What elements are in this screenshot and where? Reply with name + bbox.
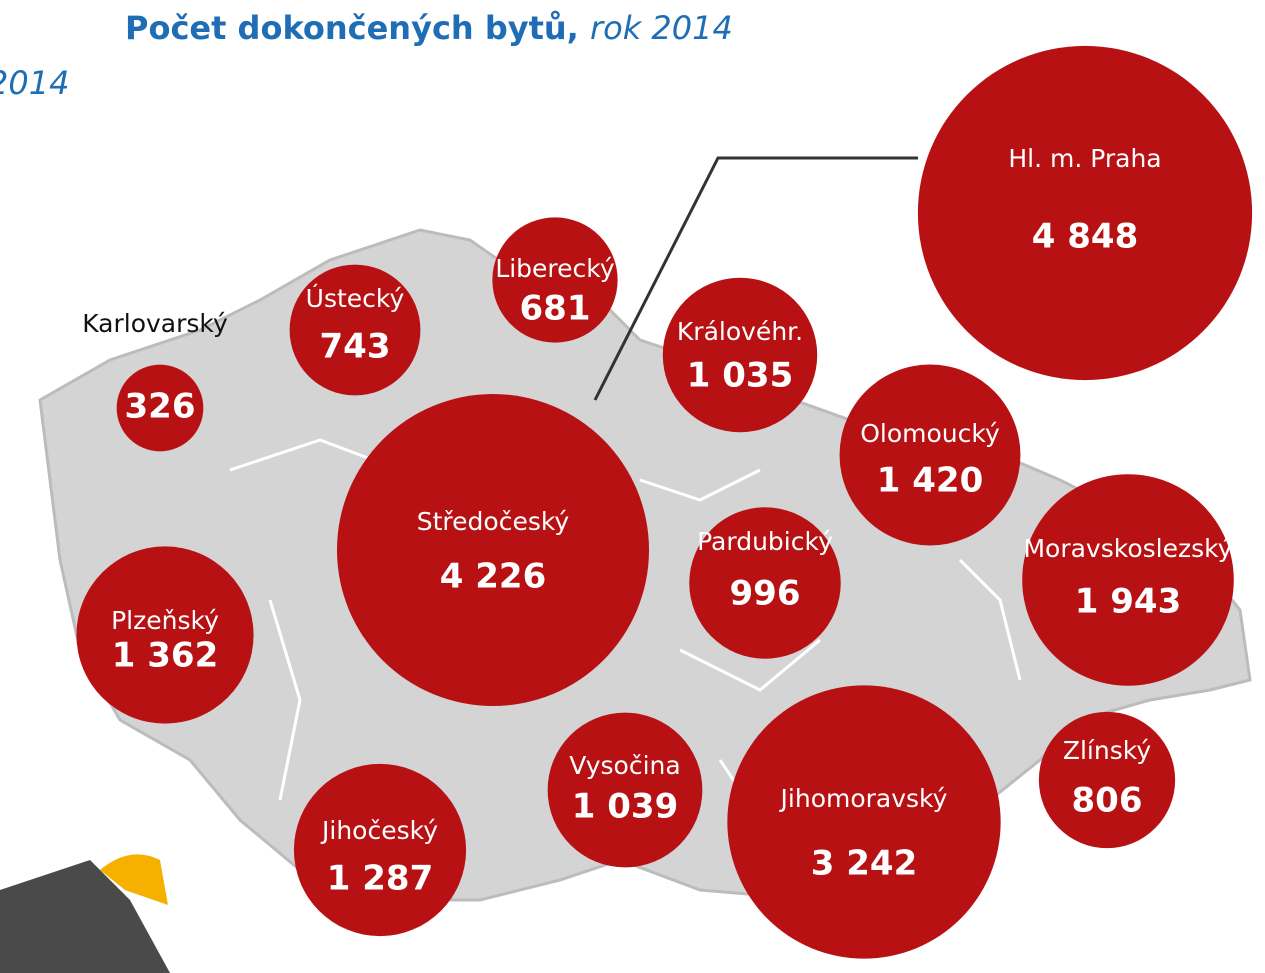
value-label: 326 xyxy=(125,387,196,427)
value-label: 681 xyxy=(520,289,591,329)
value-label: 996 xyxy=(730,574,801,614)
bubble xyxy=(289,264,421,396)
bubble xyxy=(336,393,650,707)
value-label: 1 039 xyxy=(572,787,678,827)
region-label: Hl. m. Praha xyxy=(1008,144,1161,173)
annotation: 2014 xyxy=(0,64,69,102)
title: Počet dokončených bytů, xyxy=(125,9,579,47)
bubble xyxy=(1038,711,1176,849)
bubble xyxy=(689,507,841,659)
region-label: Karlovarský xyxy=(82,309,228,338)
bubble xyxy=(662,277,818,433)
bubble xyxy=(727,685,1001,959)
chart-title: Počet dokončených bytů, rok 2014 xyxy=(125,9,733,47)
region-label: Ústecký xyxy=(306,283,405,313)
region-label: Jihočeský xyxy=(320,816,438,845)
leader-line xyxy=(593,156,918,401)
region-label: Olomoucký xyxy=(860,419,1000,448)
region-label: Plzeňský xyxy=(111,606,219,635)
region-label: Královéhr. xyxy=(677,317,803,346)
value-label: 1 287 xyxy=(327,859,433,899)
bubble xyxy=(293,763,467,937)
region-label: Pardubický xyxy=(697,527,833,556)
value-label: 806 xyxy=(1072,781,1143,821)
bubble xyxy=(76,546,254,724)
region-label: Zlínský xyxy=(1063,736,1151,765)
bubble xyxy=(492,217,618,343)
region-label: Vysočina xyxy=(569,751,680,780)
value-label: 1 035 xyxy=(687,356,793,396)
region-label: Liberecký xyxy=(495,254,615,283)
region-label: Středočeský xyxy=(417,507,570,536)
bubble xyxy=(839,364,1021,546)
value-label: 1 943 xyxy=(1075,582,1181,622)
value-label: 1 420 xyxy=(877,461,983,501)
value-label: 1 362 xyxy=(112,636,218,676)
value-label: 3 242 xyxy=(811,844,917,884)
region-label: Jihomoravský xyxy=(779,784,948,813)
region-label: Moravskoslezský xyxy=(1023,534,1232,563)
value-label: 4 226 xyxy=(440,557,546,597)
subtitle: rok 2014 xyxy=(590,9,733,47)
worker-illustration xyxy=(0,854,170,973)
bubble xyxy=(1022,474,1234,686)
value-label: 743 xyxy=(320,327,391,367)
bubble xyxy=(547,712,703,868)
bubble xyxy=(116,364,204,452)
value-label: 4 848 xyxy=(1032,217,1138,257)
bubble xyxy=(917,45,1253,381)
